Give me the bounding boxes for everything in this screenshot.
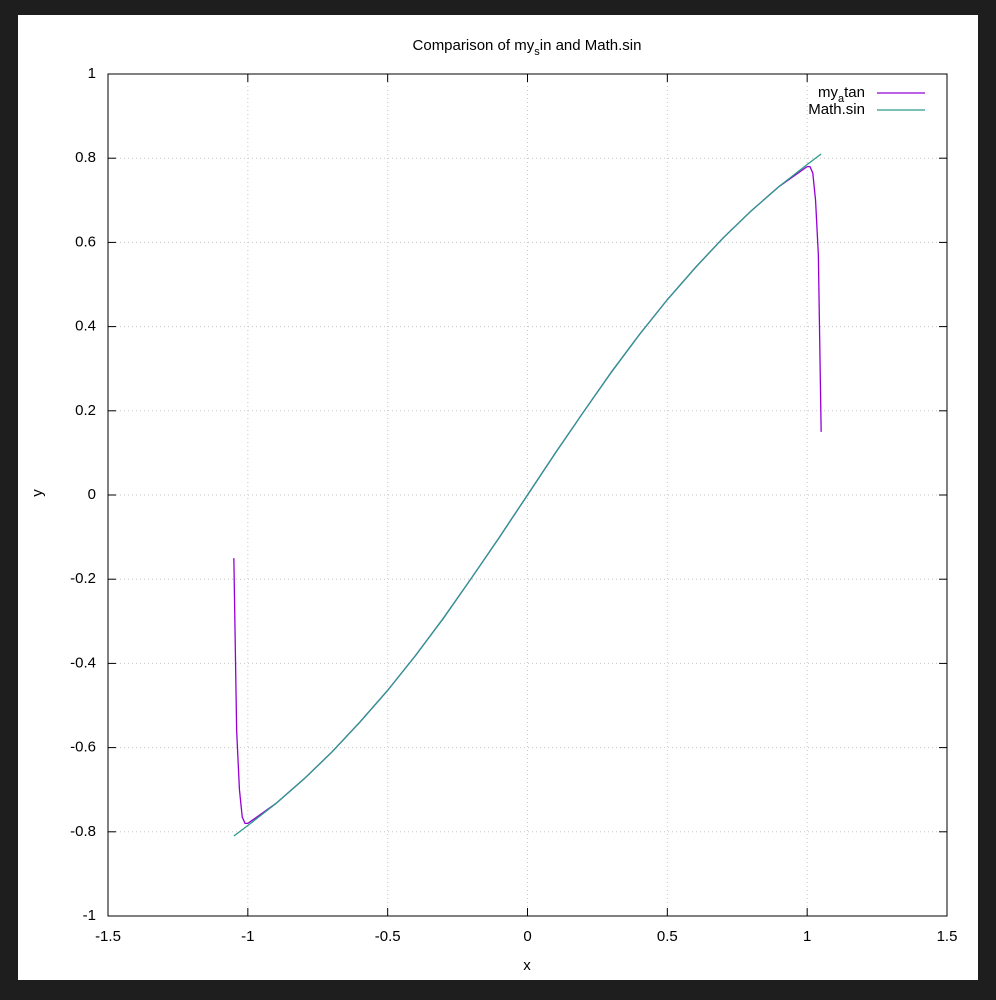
y-tick-label: 0.6	[75, 233, 96, 250]
plot-background	[18, 15, 978, 980]
y-tick-label: 0.8	[75, 149, 96, 166]
x-tick-label: 0	[523, 928, 531, 945]
series-line	[233, 153, 822, 837]
legend-label: myatan	[818, 84, 865, 105]
y-tick-label: 1	[88, 65, 96, 82]
text-part: in and Math.sin	[540, 37, 642, 54]
text-part: tan	[844, 84, 865, 101]
y-tick-label: -1	[83, 907, 96, 924]
subscript: s	[534, 46, 540, 58]
x-tick-label: 1.5	[937, 928, 958, 945]
x-axis-label: x	[523, 957, 531, 974]
y-tick-label: 0	[88, 486, 96, 503]
y-tick-label: -0.8	[70, 823, 96, 840]
y-tick-label: -0.6	[70, 739, 96, 756]
subscript: a	[838, 93, 845, 105]
x-tick-label: 0.5	[657, 928, 678, 945]
y-tick-label: -0.4	[70, 654, 96, 671]
x-tick-label: -1	[241, 928, 254, 945]
text-part: Math.sin	[808, 101, 865, 118]
y-tick-label: -0.2	[70, 570, 96, 587]
x-tick-label: 1	[803, 928, 811, 945]
chart-title: Comparison of mysin and Math.sin	[413, 37, 642, 58]
y-tick-label: 0.2	[75, 402, 96, 419]
plot-border	[107, 73, 948, 917]
legend-label: Math.sin	[808, 101, 865, 118]
x-tick-label: -0.5	[375, 928, 401, 945]
text-part: my	[818, 84, 838, 101]
x-tick-label: -1.5	[95, 928, 121, 945]
text-part: Comparison of my	[413, 37, 535, 54]
y-tick-label: 0.4	[75, 318, 96, 335]
y-axis-label: y	[29, 489, 46, 497]
